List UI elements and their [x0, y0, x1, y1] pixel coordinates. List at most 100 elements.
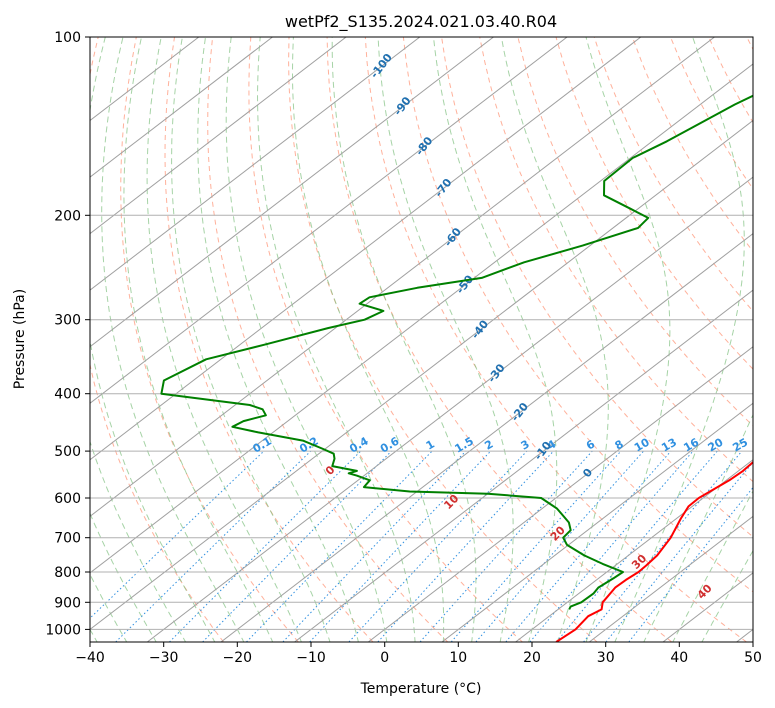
moist-adiabat-line	[90, 512, 157, 642]
y-tick-label: 500	[54, 444, 81, 460]
isotherm-line	[90, 37, 421, 291]
dry-adiabat-line	[120, 37, 299, 642]
y-tick-label: 1000	[45, 622, 81, 638]
y-axis-ticks: 100 200 300 400 500 600 700 800 900 1000	[45, 30, 90, 638]
isotherm-label: -50	[454, 272, 477, 296]
isotherm-label: -30	[485, 361, 508, 385]
isotherm-line	[90, 37, 568, 404]
isotherm-label: -40	[469, 317, 492, 341]
dry-adiabat-line	[746, 37, 753, 51]
dry-adiabat-line	[164, 37, 374, 642]
moist-adiabat-line	[90, 440, 187, 642]
mixing-ratio-label: 1	[424, 438, 437, 453]
x-axis-ticks: −40 −30 −20 −10 0 10 20 30 40 50	[75, 642, 762, 666]
x-tick-label: −20	[223, 650, 253, 666]
isotherm-line	[515, 459, 753, 642]
x-axis-label: Temperature (°C)	[360, 681, 482, 697]
dry-adiabat-line	[90, 37, 224, 642]
mixing-ratio-line	[115, 450, 312, 642]
mixing-ratio-line	[282, 450, 467, 642]
mixing-ratio-line	[90, 450, 265, 619]
moist-adiabat-line	[171, 37, 331, 642]
y-tick-label: 100	[54, 30, 81, 46]
mixing-ratio-line	[529, 450, 694, 642]
y-tick-label: 900	[54, 595, 81, 611]
mixing-ratio-label: 10	[632, 435, 652, 454]
isotherm-line	[441, 402, 753, 642]
moist-adiabat-label: 40	[695, 581, 715, 601]
isotherm-line	[90, 37, 715, 517]
mixing-ratio-label: 20	[706, 435, 726, 454]
mixing-ratio-label: 2	[482, 438, 495, 453]
dry-adiabat-line	[248, 37, 523, 642]
plot-frame	[89, 36, 754, 643]
y-tick-label: 800	[54, 565, 81, 581]
dry-adiabat-line	[207, 37, 449, 642]
x-tick-label: 20	[523, 650, 541, 666]
y-tick-label: 600	[54, 491, 81, 507]
mixing-ratio-line	[246, 450, 433, 642]
y-tick-label: 700	[54, 531, 81, 547]
mixing-ratio-label: 8	[613, 438, 626, 453]
mixing-ratio-line	[556, 450, 718, 642]
y-tick-label: 400	[54, 387, 81, 403]
y-tick-label: 200	[54, 208, 81, 224]
isotherm-label: -60	[442, 225, 465, 249]
moist-adiabat-line	[146, 37, 302, 642]
isotherm-label: -20	[509, 400, 532, 424]
isotherm-line	[90, 63, 753, 574]
x-tick-label: −40	[75, 650, 105, 666]
x-tick-label: 0	[380, 650, 389, 666]
mixing-ratio-label: 25	[730, 436, 750, 455]
dry-adiabat-line	[708, 37, 753, 124]
isotherm-label: -80	[413, 134, 436, 158]
dry-adiabat-line	[593, 37, 753, 312]
mixing-ratio-line	[628, 486, 753, 642]
isotherm-label: -70	[432, 176, 455, 200]
dry-adiabat-line	[288, 37, 598, 642]
moist-adiabat-line	[123, 37, 274, 642]
moist-adiabat-line	[331, 37, 477, 642]
mixing-ratio-label: 6	[584, 437, 597, 452]
isotherm-label: -90	[391, 94, 414, 118]
x-tick-label: −30	[149, 650, 179, 666]
dry-adiabat-line	[402, 37, 753, 593]
mixing-ratio-label: 30	[751, 435, 771, 454]
mixing-ratio-lines	[90, 450, 753, 642]
mixing-ratio-label: 16	[681, 435, 701, 454]
x-tick-label: 10	[449, 650, 467, 666]
isotherm-line	[367, 346, 753, 642]
x-tick-label: 50	[744, 650, 762, 666]
moist-adiabat-label: 0	[323, 463, 338, 478]
isotherm-line	[90, 37, 494, 348]
y-axis-label: Pressure (hPa)	[12, 289, 28, 389]
isotherm-label: -100	[368, 51, 395, 81]
dry-adiabat-line	[670, 37, 753, 190]
isotherm-line	[220, 232, 753, 642]
mixing-ratio-line	[475, 450, 644, 642]
mixing-ratio-line	[605, 461, 753, 642]
moist-adiabat-line	[377, 37, 514, 642]
dry-adiabat-line	[326, 37, 673, 642]
chart-title: wetPf2_S135.2024.021.03.40.R04	[285, 12, 557, 32]
temperature-profile-line	[555, 460, 753, 642]
mixing-ratio-line	[377, 450, 554, 642]
mixing-ratio-label: 0.2	[297, 435, 320, 456]
mixing-ratio-line	[309, 450, 492, 642]
mixing-ratio-line	[505, 450, 672, 642]
moist-adiabat-line	[225, 37, 388, 642]
mixing-ratio-line	[419, 450, 593, 642]
x-tick-label: −10	[296, 650, 326, 666]
y-tick-label: 300	[54, 313, 81, 329]
moist-adiabat-line	[614, 37, 745, 642]
mixing-ratio-label: 0.6	[378, 434, 402, 455]
isotherm-line	[90, 37, 273, 178]
moist-adiabat-label: 10	[441, 492, 461, 512]
mixing-ratio-line	[169, 450, 362, 642]
x-tick-label: 30	[597, 650, 615, 666]
mixing-ratio-line	[202, 450, 392, 642]
moist-adiabat-line	[701, 549, 753, 642]
moist-adiabat-line	[90, 37, 216, 642]
dry-adiabat-line	[441, 37, 753, 538]
